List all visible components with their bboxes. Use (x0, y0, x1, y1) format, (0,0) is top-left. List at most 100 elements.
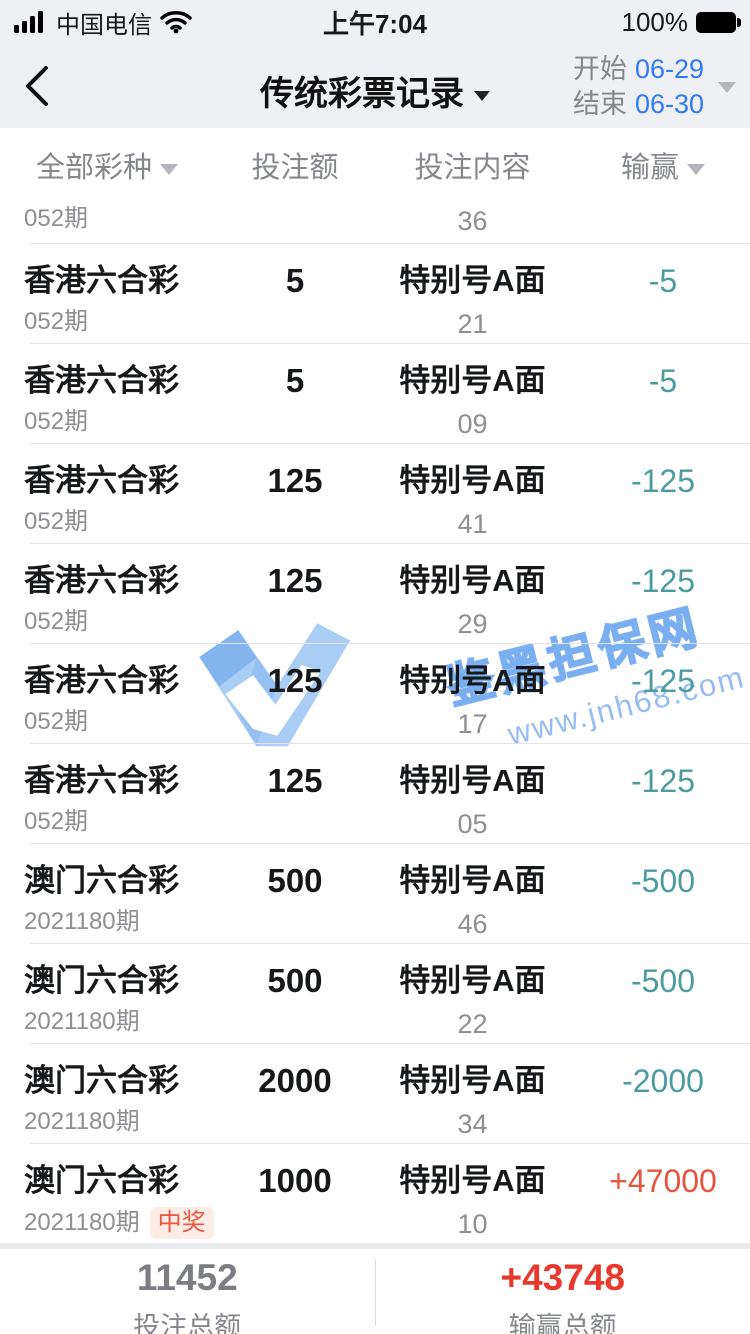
table-row[interactable]: 澳门六合彩 2021180期 中奖 2000 特别号A面 34 -2000 (0, 1043, 750, 1143)
start-date-label: 开始 (572, 54, 627, 84)
end-date-value: 06-30 (634, 89, 704, 119)
column-header-bet-content: 投注内容 (414, 152, 531, 184)
period-label: 2021180期 (24, 908, 140, 935)
start-date-value: 06-29 (634, 54, 704, 84)
period-label: 052期 (24, 308, 89, 335)
win-badge: 中奖 (149, 1207, 214, 1239)
nav-bar: 传统彩票记录 开始 06-29 结束 06-30 (0, 44, 750, 128)
date-range-chevron-icon[interactable] (718, 82, 736, 93)
bet-amount: 125 (267, 562, 323, 599)
total-bet-label: 投注总额 (133, 1312, 242, 1334)
footer-vertical-divider (374, 1259, 376, 1326)
bet-amount: 500 (267, 862, 323, 899)
bet-number: 36 (457, 206, 488, 236)
record-list: 052期 36 香港六合彩 052期 中奖 5 特别号A面 (0, 202, 750, 1243)
bet-amount: 125 (267, 662, 323, 699)
bet-content: 特别号A面 (399, 1063, 546, 1098)
period-label: 2021180期 (24, 1008, 140, 1035)
carrier-label: 中国电信 (56, 11, 152, 39)
table-row[interactable]: 香港六合彩 052期 中奖 125 特别号A面 41 -125 (0, 443, 750, 543)
footer-divider-strip (0, 1243, 750, 1249)
chevron-down-icon (474, 91, 490, 102)
period-label: 052期 (24, 205, 89, 232)
bet-amount: 500 (267, 962, 323, 999)
lottery-type-filter[interactable]: 全部彩种 (0, 144, 245, 186)
bet-number: 10 (457, 1209, 488, 1239)
bet-number: 41 (457, 509, 488, 539)
bet-number: 21 (457, 309, 488, 339)
bet-content: 特别号A面 (399, 963, 546, 998)
bet-content: 特别号A面 (399, 363, 546, 398)
table-row[interactable]: 澳门六合彩 2021180期 中奖 1000 特别号A面 10 +47000 (0, 1143, 750, 1243)
end-date-row: 结束 06-30 (573, 87, 704, 122)
table-row-partial[interactable]: 052期 36 (0, 202, 750, 243)
table-row[interactable]: 澳门六合彩 2021180期 中奖 500 特别号A面 46 -500 (0, 843, 750, 943)
bet-amount: 2000 (258, 1062, 332, 1099)
table-row[interactable]: 香港六合彩 052期 中奖 5 特别号A面 21 -5 (0, 243, 750, 343)
rows-container: 香港六合彩 052期 中奖 5 特别号A面 21 -5 香港六合彩 052期 中… (0, 243, 750, 1243)
win-loss-value: -125 (630, 563, 696, 599)
bet-amount: 5 (285, 362, 305, 399)
win-loss-value: -500 (630, 863, 696, 899)
end-date-label: 结束 (572, 89, 627, 119)
column-header-bet-amount: 投注额 (251, 152, 339, 184)
bet-content: 特别号A面 (399, 763, 546, 798)
back-button[interactable] (22, 62, 66, 110)
bet-number: 05 (457, 809, 488, 839)
bet-content: 特别号A面 (399, 563, 546, 598)
win-loss-value: -125 (630, 463, 696, 499)
win-loss-sort[interactable]: 输赢 (600, 144, 726, 186)
table-row[interactable]: 香港六合彩 052期 中奖 125 特别号A面 17 -125 (0, 643, 750, 743)
lottery-name: 澳门六合彩 (24, 963, 179, 998)
table-row[interactable]: 香港六合彩 052期 中奖 5 特别号A面 09 -5 (0, 343, 750, 443)
period-label: 2021180期 (24, 1209, 140, 1236)
top-bar: 中国电信 上午7:04 100% 传统彩票记录 (0, 0, 750, 128)
lottery-name: 香港六合彩 (24, 663, 179, 698)
bet-amount: 125 (267, 762, 323, 799)
signal-strength-icon (14, 11, 43, 33)
total-win-value: +43748 (500, 1257, 626, 1298)
bet-amount: 5 (285, 262, 305, 299)
bet-number: 17 (457, 709, 488, 739)
chevron-down-icon (687, 163, 705, 175)
lottery-name: 香港六合彩 (24, 463, 179, 498)
filter-bar: 全部彩种 投注额 投注内容 输赢 (0, 128, 750, 202)
table-row[interactable]: 香港六合彩 052期 中奖 125 特别号A面 29 -125 (0, 543, 750, 643)
battery-icon (696, 11, 741, 33)
lottery-name: 香港六合彩 (24, 763, 179, 798)
bet-number: 22 (457, 1009, 488, 1039)
total-win-block: +43748 输赢总额 (376, 1249, 750, 1334)
period-label: 2021180期 (24, 1108, 140, 1135)
win-loss-value: -125 (630, 763, 696, 799)
bet-content: 特别号A面 (399, 1163, 546, 1198)
win-loss-value: +47000 (609, 1163, 717, 1199)
battery-percent-label: 100% (621, 6, 689, 37)
bet-content: 特别号A面 (399, 863, 546, 898)
bet-number: 29 (457, 609, 488, 639)
total-bet-value: 11452 (136, 1257, 238, 1298)
table-row[interactable]: 澳门六合彩 2021180期 中奖 500 特别号A面 22 -500 (0, 943, 750, 1043)
lottery-name: 澳门六合彩 (24, 1063, 179, 1098)
lottery-type-filter-label: 全部彩种 (36, 152, 153, 184)
chevron-down-icon (160, 163, 179, 175)
status-bar: 中国电信 上午7:04 100% (0, 0, 750, 44)
lottery-name: 香港六合彩 (24, 263, 179, 298)
bet-content: 特别号A面 (399, 263, 546, 298)
bet-number: 46 (457, 909, 488, 939)
total-bet-block: 11452 投注总额 (0, 1249, 375, 1334)
totals-footer: 11452 投注总额 +43748 输赢总额 (0, 1249, 750, 1334)
period-label: 052期 (24, 508, 89, 535)
wifi-icon (160, 11, 192, 34)
bet-content: 特别号A面 (399, 663, 546, 698)
page-title-dropdown[interactable]: 传统彩票记录 (0, 66, 750, 115)
page-title: 传统彩票记录 (260, 75, 464, 113)
period-label: 052期 (24, 608, 89, 635)
lottery-name: 香港六合彩 (24, 363, 179, 398)
date-range-picker[interactable]: 开始 06-29 结束 06-30 (573, 52, 704, 122)
start-date-row: 开始 06-29 (573, 52, 704, 87)
period-label: 052期 (24, 808, 89, 835)
table-row[interactable]: 香港六合彩 052期 中奖 125 特别号A面 05 -125 (0, 743, 750, 843)
win-loss-sort-label: 输赢 (620, 152, 679, 184)
bet-amount: 1000 (258, 1162, 332, 1199)
win-loss-value: -5 (648, 363, 678, 399)
